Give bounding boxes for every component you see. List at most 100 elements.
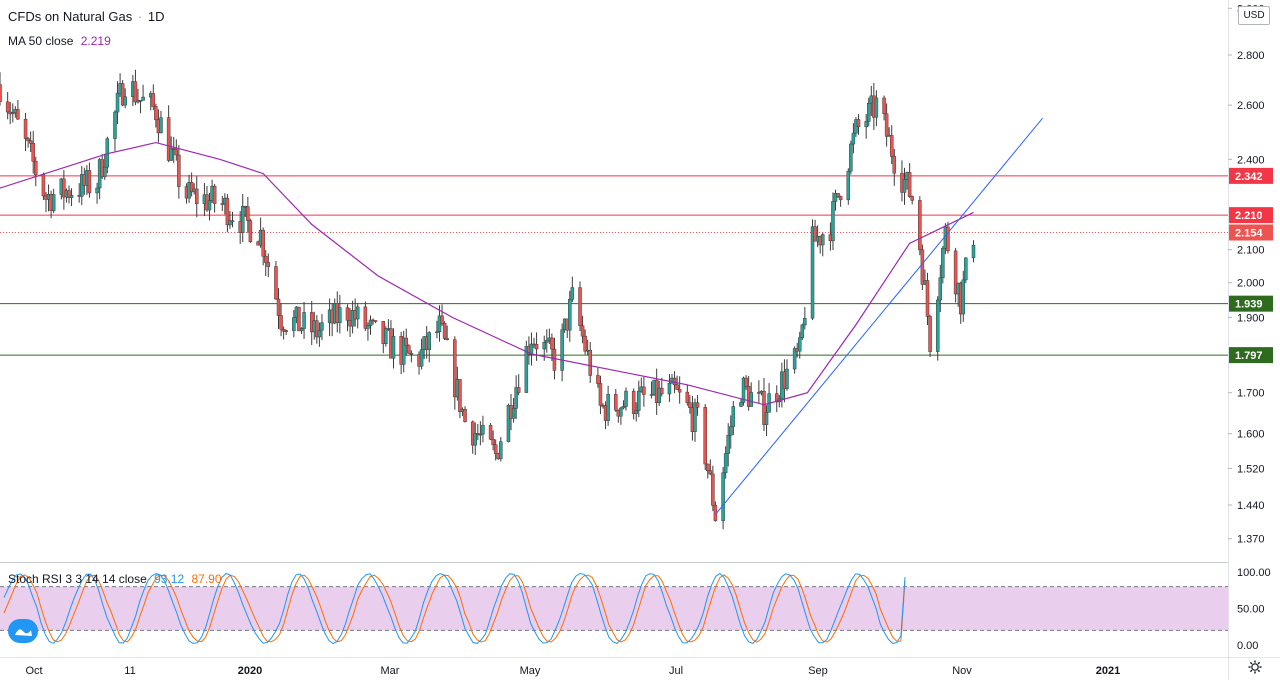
candle-down: [409, 353, 414, 355]
price-tag-label: 2.342: [1235, 171, 1263, 183]
candle-up: [524, 346, 529, 393]
legend-separator: ·: [137, 9, 143, 24]
candle-down: [154, 106, 158, 121]
candle-up: [113, 111, 117, 139]
candle-up: [693, 402, 697, 432]
candle-down: [631, 390, 636, 414]
candle-down: [87, 170, 92, 194]
time-axis[interactable]: Oct 11 2020 Mar May Jul Sep Nov 2021: [25, 665, 1120, 677]
candle-up: [103, 166, 107, 178]
price-tick-label: 2.800: [1237, 50, 1265, 62]
candle-up: [731, 406, 736, 427]
gear-icon[interactable]: [1248, 660, 1262, 674]
stoch-rsi-pane[interactable]: 100.00 50.00 0.00: [0, 567, 1271, 652]
candle-down: [580, 325, 585, 337]
candle-down: [695, 402, 700, 408]
candle-up: [299, 328, 304, 332]
candle-down: [281, 329, 286, 332]
candle-up: [810, 226, 815, 319]
price-tag-label: 2.210: [1235, 210, 1263, 222]
candle-down: [583, 335, 587, 352]
candle-up: [207, 200, 212, 211]
candle-down: [440, 315, 444, 324]
uptrend-line[interactable]: [715, 117, 1043, 515]
candle-up: [169, 148, 173, 161]
candle-down: [166, 117, 171, 161]
candle-up: [831, 201, 835, 242]
candle-up: [437, 315, 442, 333]
time-axis-label: 11: [124, 665, 135, 677]
candle-up: [634, 410, 638, 414]
candle-down: [838, 196, 843, 201]
candle-down: [266, 262, 271, 267]
candle-up: [51, 194, 56, 211]
candle-up: [473, 433, 478, 446]
candle-up: [964, 257, 968, 281]
candle-up: [481, 425, 485, 435]
candle-up: [302, 312, 306, 329]
price-tick-label: 2.000: [1237, 278, 1265, 290]
stoch-band-fill: [0, 586, 1228, 631]
osc-tick-label: 100.00: [1237, 567, 1271, 579]
candle-up: [820, 234, 825, 246]
candle-down: [345, 307, 350, 321]
candle-down: [711, 473, 715, 506]
candle-down: [813, 226, 817, 242]
candle-down: [762, 390, 766, 425]
candle-up: [797, 337, 802, 352]
candle-up: [741, 377, 746, 403]
time-axis-label: 2021: [1096, 665, 1120, 677]
candle-up: [511, 408, 516, 419]
candle-up: [240, 205, 245, 233]
candle-down: [892, 156, 897, 174]
candle-down: [928, 316, 932, 352]
candle-down: [910, 196, 914, 201]
candle-down: [642, 386, 646, 395]
candle-down: [660, 387, 664, 395]
ma-value: 2.219: [80, 34, 111, 48]
candle-up: [864, 121, 868, 127]
price-axis[interactable]: 3.0002.8002.6002.4002.1002.0001.9001.700…: [1228, 3, 1265, 546]
horizontal-levels[interactable]: [0, 175, 1228, 356]
candle-down: [120, 83, 125, 106]
price-tags: 2.342 2.210 2.154 1.939 1.797: [1229, 167, 1273, 364]
price-tag-box: [1229, 207, 1273, 224]
candle-down: [174, 149, 179, 156]
currency-button[interactable]: USD: [1238, 6, 1270, 25]
candle-down: [588, 349, 592, 376]
candle-up: [619, 407, 623, 417]
candle-down: [493, 444, 498, 454]
candle-up: [123, 96, 127, 106]
candle-down: [463, 408, 467, 423]
stoch-k-value: 93.12: [154, 572, 185, 586]
candle-down: [274, 266, 278, 300]
osc-tick-label: 50.00: [1237, 604, 1265, 616]
candle-down: [925, 280, 930, 317]
candle-down: [315, 320, 319, 338]
candle-down: [5, 101, 10, 113]
candle-down: [26, 138, 30, 141]
trendline[interactable]: [715, 117, 1043, 515]
candle-down: [672, 377, 677, 386]
osc-tick-label: 0.00: [1237, 640, 1258, 652]
candle-up: [851, 132, 856, 145]
price-tick-label: 2.600: [1237, 100, 1265, 112]
candle-up: [800, 324, 805, 339]
price-tick-label: 1.600: [1237, 429, 1265, 441]
candle-down: [171, 148, 176, 150]
symbol-title: CFDs on Natural Gas: [8, 9, 133, 24]
candle-down: [212, 185, 217, 204]
candle-down: [550, 337, 554, 350]
candle-down: [276, 298, 281, 316]
price-tick-label: 2.100: [1237, 245, 1265, 257]
candle-up: [667, 382, 672, 395]
candle-down: [16, 109, 20, 120]
candle-up: [317, 329, 322, 338]
candle-up: [726, 434, 730, 454]
candle-up: [355, 306, 360, 320]
candle-down: [246, 206, 250, 221]
candle-up: [749, 392, 753, 407]
price-tag-box: [1229, 224, 1273, 241]
